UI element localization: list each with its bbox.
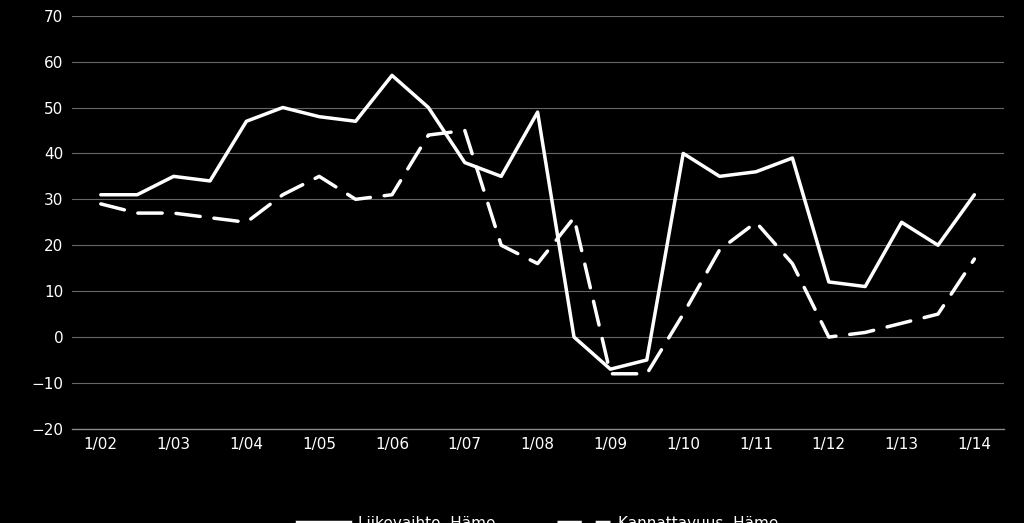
Kannattavuus, Häme: [641, 371, 653, 377]
Liikevaihto, Häme: [459, 160, 471, 166]
Liikevaihto, Häme: [969, 191, 981, 198]
Kannattavuus, Häme: [822, 334, 835, 340]
Kannattavuus, Häme: [495, 242, 507, 248]
Liikevaihto, Häme: [276, 105, 289, 111]
Kannattavuus, Häme: [568, 214, 581, 221]
Liikevaihto, Häme: [641, 357, 653, 363]
Kannattavuus, Häme: [677, 311, 689, 317]
Liikevaihto, Häme: [859, 283, 871, 290]
Kannattavuus, Häme: [786, 260, 799, 267]
Kannattavuus, Häme: [168, 210, 180, 216]
Liikevaihto, Häme: [531, 109, 544, 115]
Liikevaihto, Häme: [786, 155, 799, 161]
Liikevaihto, Häme: [422, 105, 434, 111]
Kannattavuus, Häme: [94, 201, 106, 207]
Liikevaihto, Häme: [241, 118, 253, 124]
Liikevaihto, Häme: [313, 113, 326, 120]
Liikevaihto, Häme: [604, 366, 616, 372]
Liikevaihto, Häme: [750, 168, 762, 175]
Kannattavuus, Häme: [750, 219, 762, 225]
Kannattavuus, Häme: [895, 320, 907, 326]
Liikevaihto, Häme: [168, 173, 180, 179]
Liikevaihto, Häme: [714, 173, 726, 179]
Liikevaihto, Häme: [94, 191, 106, 198]
Kannattavuus, Häme: [969, 256, 981, 262]
Line: Kannattavuus, Häme: Kannattavuus, Häme: [100, 130, 975, 374]
Liikevaihto, Häme: [677, 150, 689, 156]
Kannattavuus, Häme: [349, 196, 361, 202]
Liikevaihto, Häme: [386, 72, 398, 78]
Liikevaihto, Häme: [131, 191, 143, 198]
Liikevaihto, Häme: [495, 173, 507, 179]
Kannattavuus, Häme: [604, 371, 616, 377]
Liikevaihto, Häme: [932, 242, 944, 248]
Line: Liikevaihto, Häme: Liikevaihto, Häme: [100, 75, 975, 369]
Kannattavuus, Häme: [932, 311, 944, 317]
Liikevaihto, Häme: [349, 118, 361, 124]
Kannattavuus, Häme: [276, 191, 289, 198]
Liikevaihto, Häme: [895, 219, 907, 225]
Kannattavuus, Häme: [386, 191, 398, 198]
Kannattavuus, Häme: [531, 260, 544, 267]
Kannattavuus, Häme: [313, 173, 326, 179]
Kannattavuus, Häme: [131, 210, 143, 216]
Liikevaihto, Häme: [822, 279, 835, 285]
Liikevaihto, Häme: [568, 334, 581, 340]
Kannattavuus, Häme: [859, 329, 871, 336]
Kannattavuus, Häme: [459, 127, 471, 133]
Kannattavuus, Häme: [241, 219, 253, 225]
Kannattavuus, Häme: [204, 214, 216, 221]
Liikevaihto, Häme: [204, 178, 216, 184]
Kannattavuus, Häme: [714, 247, 726, 253]
Legend: Liikevaihto, Häme, Kannattavuus, Häme: Liikevaihto, Häme, Kannattavuus, Häme: [291, 509, 784, 523]
Kannattavuus, Häme: [422, 132, 434, 138]
